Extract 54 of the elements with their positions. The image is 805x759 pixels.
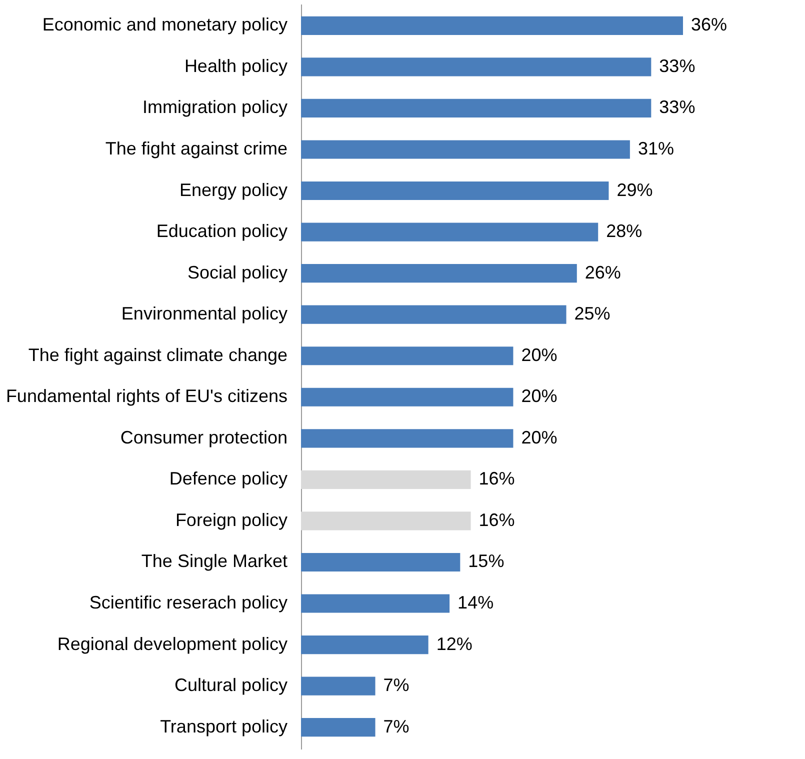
y-tick-label: The fight against climate change <box>28 344 288 365</box>
data-label: 25% <box>574 304 610 324</box>
y-tick-label: Consumer protection <box>120 427 288 448</box>
bar <box>301 388 514 406</box>
data-label: 29% <box>616 180 653 200</box>
data-label: 26% <box>584 262 621 282</box>
y-tick-label: Fundamental rights of EU's citizens <box>6 386 288 406</box>
data-label: 20% <box>521 427 558 448</box>
y-tick-label: Social policy <box>187 262 288 282</box>
data-label: 28% <box>606 221 642 242</box>
y-tick-label: The fight against crime <box>105 138 288 158</box>
y-tick-label: Economic and monetary policy <box>42 14 288 35</box>
y-tick-label: Environmental policy <box>121 304 288 324</box>
bar <box>301 98 652 118</box>
y-tick-label: Energy policy <box>179 180 288 200</box>
bar <box>301 429 514 448</box>
y-tick-label: Scientific reserach policy <box>89 592 288 613</box>
bar <box>301 58 652 76</box>
bar <box>301 552 460 572</box>
bar <box>301 140 630 159</box>
bar <box>301 676 376 696</box>
data-label: 31% <box>638 138 674 158</box>
y-tick-label: Regional development policy <box>57 634 288 654</box>
bar <box>301 222 598 242</box>
y-tick-label: Transport policy <box>160 716 288 736</box>
bar <box>301 718 376 737</box>
data-label: 33% <box>659 97 696 118</box>
y-tick-label: Defence policy <box>169 468 288 489</box>
y-tick-label: Cultural policy <box>174 675 288 696</box>
y-tick-label: Immigration policy <box>142 97 288 118</box>
y-tick-label: The Single Market <box>141 551 288 572</box>
y-tick-label: Foreign policy <box>175 510 288 530</box>
data-label: 12% <box>436 634 472 654</box>
bar <box>301 512 471 530</box>
y-tick-label: Education policy <box>156 221 288 242</box>
data-label: 7% <box>383 675 410 696</box>
bar <box>301 594 450 613</box>
bar <box>301 181 609 200</box>
data-label: 7% <box>383 716 410 736</box>
data-label: 14% <box>458 592 494 613</box>
y-tick-label: Health policy <box>184 56 288 76</box>
data-label: 15% <box>468 551 504 572</box>
data-label: 16% <box>478 468 515 489</box>
bar <box>301 305 566 324</box>
data-label: 20% <box>521 386 558 406</box>
bar <box>301 470 471 489</box>
data-label: 20% <box>521 344 558 365</box>
bar <box>301 16 683 35</box>
bar <box>301 264 577 283</box>
data-label: 33% <box>659 56 696 76</box>
bar <box>301 346 514 366</box>
data-label: 16% <box>478 510 515 530</box>
data-label: 36% <box>691 14 728 35</box>
bar <box>301 635 428 654</box>
